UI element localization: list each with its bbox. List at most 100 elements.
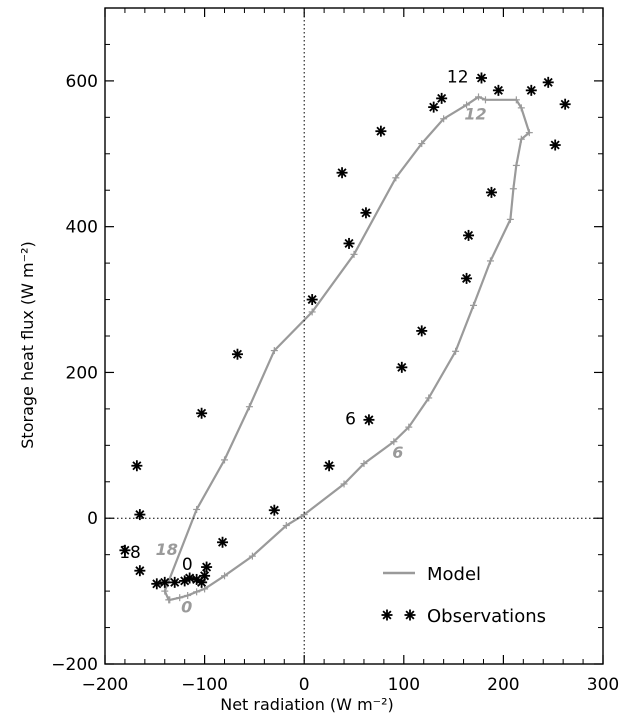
observation-point: [201, 561, 213, 573]
model-point: [248, 552, 256, 560]
observation-point: [231, 348, 243, 360]
observation-point: [196, 407, 208, 419]
observation-point: [336, 167, 348, 179]
model-series-line: [163, 95, 531, 601]
model-point: [509, 185, 517, 193]
axis-tick-marks: [104, 7, 604, 665]
plot-frame: [104, 7, 604, 665]
legend-observation-symbols: [381, 609, 416, 621]
x-tick-label: 200: [487, 675, 519, 695]
observation-point: [525, 84, 537, 96]
model-hour-label: 12: [464, 105, 486, 124]
observation-point: [323, 460, 335, 472]
observation-series-markers: [119, 72, 571, 590]
x-tick-label: −200: [82, 675, 129, 695]
observation-hour-label: 18: [119, 543, 141, 563]
model-point: [512, 96, 520, 104]
model-point: [392, 174, 400, 182]
model-point: [506, 215, 514, 223]
y-tick-label: −200: [51, 655, 98, 675]
model-point: [193, 588, 201, 596]
model-hour-label: 6: [392, 443, 403, 462]
observation-point: [119, 544, 131, 556]
observation-point: [343, 237, 355, 249]
y-axis-tick-labels: −200 0 200 400 600: [51, 72, 98, 675]
observation-point: [416, 325, 428, 337]
observation-point: [134, 509, 146, 521]
observation-point: [363, 414, 375, 426]
model-point: [525, 129, 533, 137]
model-hour-label: 0: [181, 597, 192, 616]
model-point: [340, 480, 348, 488]
model-point: [452, 347, 460, 355]
observation-point: [485, 186, 497, 198]
model-series-markers: [161, 93, 533, 604]
observation-point: [134, 565, 146, 577]
legend-observations-label: Observations: [427, 606, 546, 627]
observation-point: [559, 98, 571, 110]
y-tick-label: 0: [87, 509, 98, 529]
model-point: [308, 308, 316, 316]
model-point: [517, 104, 525, 112]
model-point: [481, 96, 489, 104]
y-tick-label: 600: [66, 72, 98, 92]
model-point: [390, 438, 398, 446]
observation-point: [463, 229, 475, 241]
observation-point: [159, 576, 171, 588]
observation-point: [268, 504, 280, 516]
observation-point: [151, 578, 163, 590]
model-point: [350, 250, 358, 258]
x-axis-title: Net radiation (W m⁻²): [220, 695, 394, 714]
model-point: [221, 456, 229, 464]
model-point: [463, 101, 471, 109]
model-point: [193, 505, 201, 513]
legend-observation-symbol: [381, 609, 393, 621]
x-tick-label: −100: [181, 675, 228, 695]
observation-hour-label: 6: [345, 409, 356, 429]
x-tick-label: 0: [299, 675, 310, 695]
model-point: [282, 522, 290, 530]
y-tick-label: 400: [66, 218, 98, 238]
model-point: [405, 423, 413, 431]
model-point: [165, 596, 173, 604]
observation-point: [375, 125, 387, 137]
observation-point: [169, 576, 181, 588]
y-axis-title: Storage heat flux (W m⁻²): [18, 241, 37, 448]
observation-point: [196, 576, 208, 588]
model-point: [486, 257, 494, 265]
legend-model-label: Model: [427, 564, 481, 585]
observation-point: [217, 536, 229, 548]
observation-point: [542, 76, 554, 88]
model-point: [176, 594, 184, 602]
observation-point: [199, 570, 211, 582]
model-point: [425, 394, 433, 402]
x-tick-label: 100: [388, 675, 420, 695]
model-point: [440, 115, 448, 123]
model-point: [517, 135, 525, 143]
observation-point: [306, 294, 318, 306]
observation-point: [131, 460, 143, 472]
model-hour-label: 18: [156, 540, 178, 559]
model-point: [221, 572, 229, 580]
model-point: [512, 161, 520, 169]
observation-point: [428, 101, 440, 113]
model-point: [475, 93, 482, 101]
observation-point: [475, 72, 487, 84]
legend: Model Observations: [381, 564, 546, 627]
model-point: [245, 403, 253, 411]
model-point: [270, 347, 278, 355]
model-point: [470, 301, 478, 309]
observation-point: [360, 207, 372, 219]
observation-point: [461, 272, 473, 284]
model-point: [161, 587, 169, 595]
observation-hour-label: 12: [447, 68, 469, 88]
x-axis-tick-labels: −200 −100 0 100 200 300: [82, 675, 620, 695]
model-point: [184, 591, 192, 599]
observation-point: [549, 139, 561, 151]
observation-point: [184, 572, 196, 584]
observation-hour-label: 0: [182, 555, 193, 575]
legend-observation-symbol: [404, 609, 416, 621]
observation-point: [396, 361, 408, 373]
